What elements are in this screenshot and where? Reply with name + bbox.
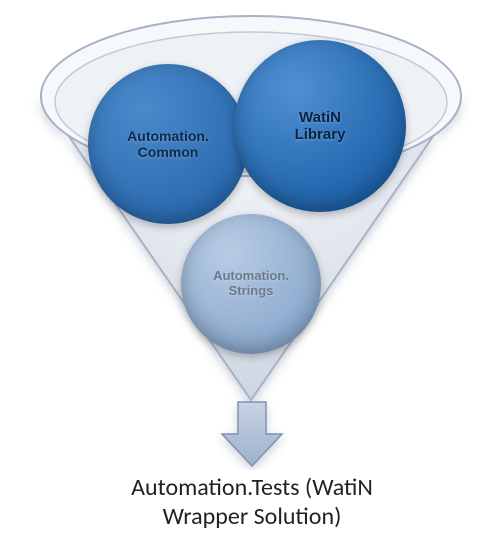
- diagram-stage: Automation. Strings Automation. Common W…: [0, 0, 502, 544]
- node-automation-common: Automation. Common: [88, 64, 248, 224]
- down-arrow-icon: [216, 398, 288, 470]
- caption-text: Automation.Tests (WatiN Wrapper Solution…: [90, 474, 414, 532]
- node-label: WatiN Library: [281, 109, 360, 144]
- node-label: Automation. Strings: [199, 269, 303, 299]
- node-watin-library: WatiN Library: [234, 40, 406, 212]
- node-label: Automation. Common: [113, 128, 223, 160]
- node-automation-strings: Automation. Strings: [181, 214, 321, 354]
